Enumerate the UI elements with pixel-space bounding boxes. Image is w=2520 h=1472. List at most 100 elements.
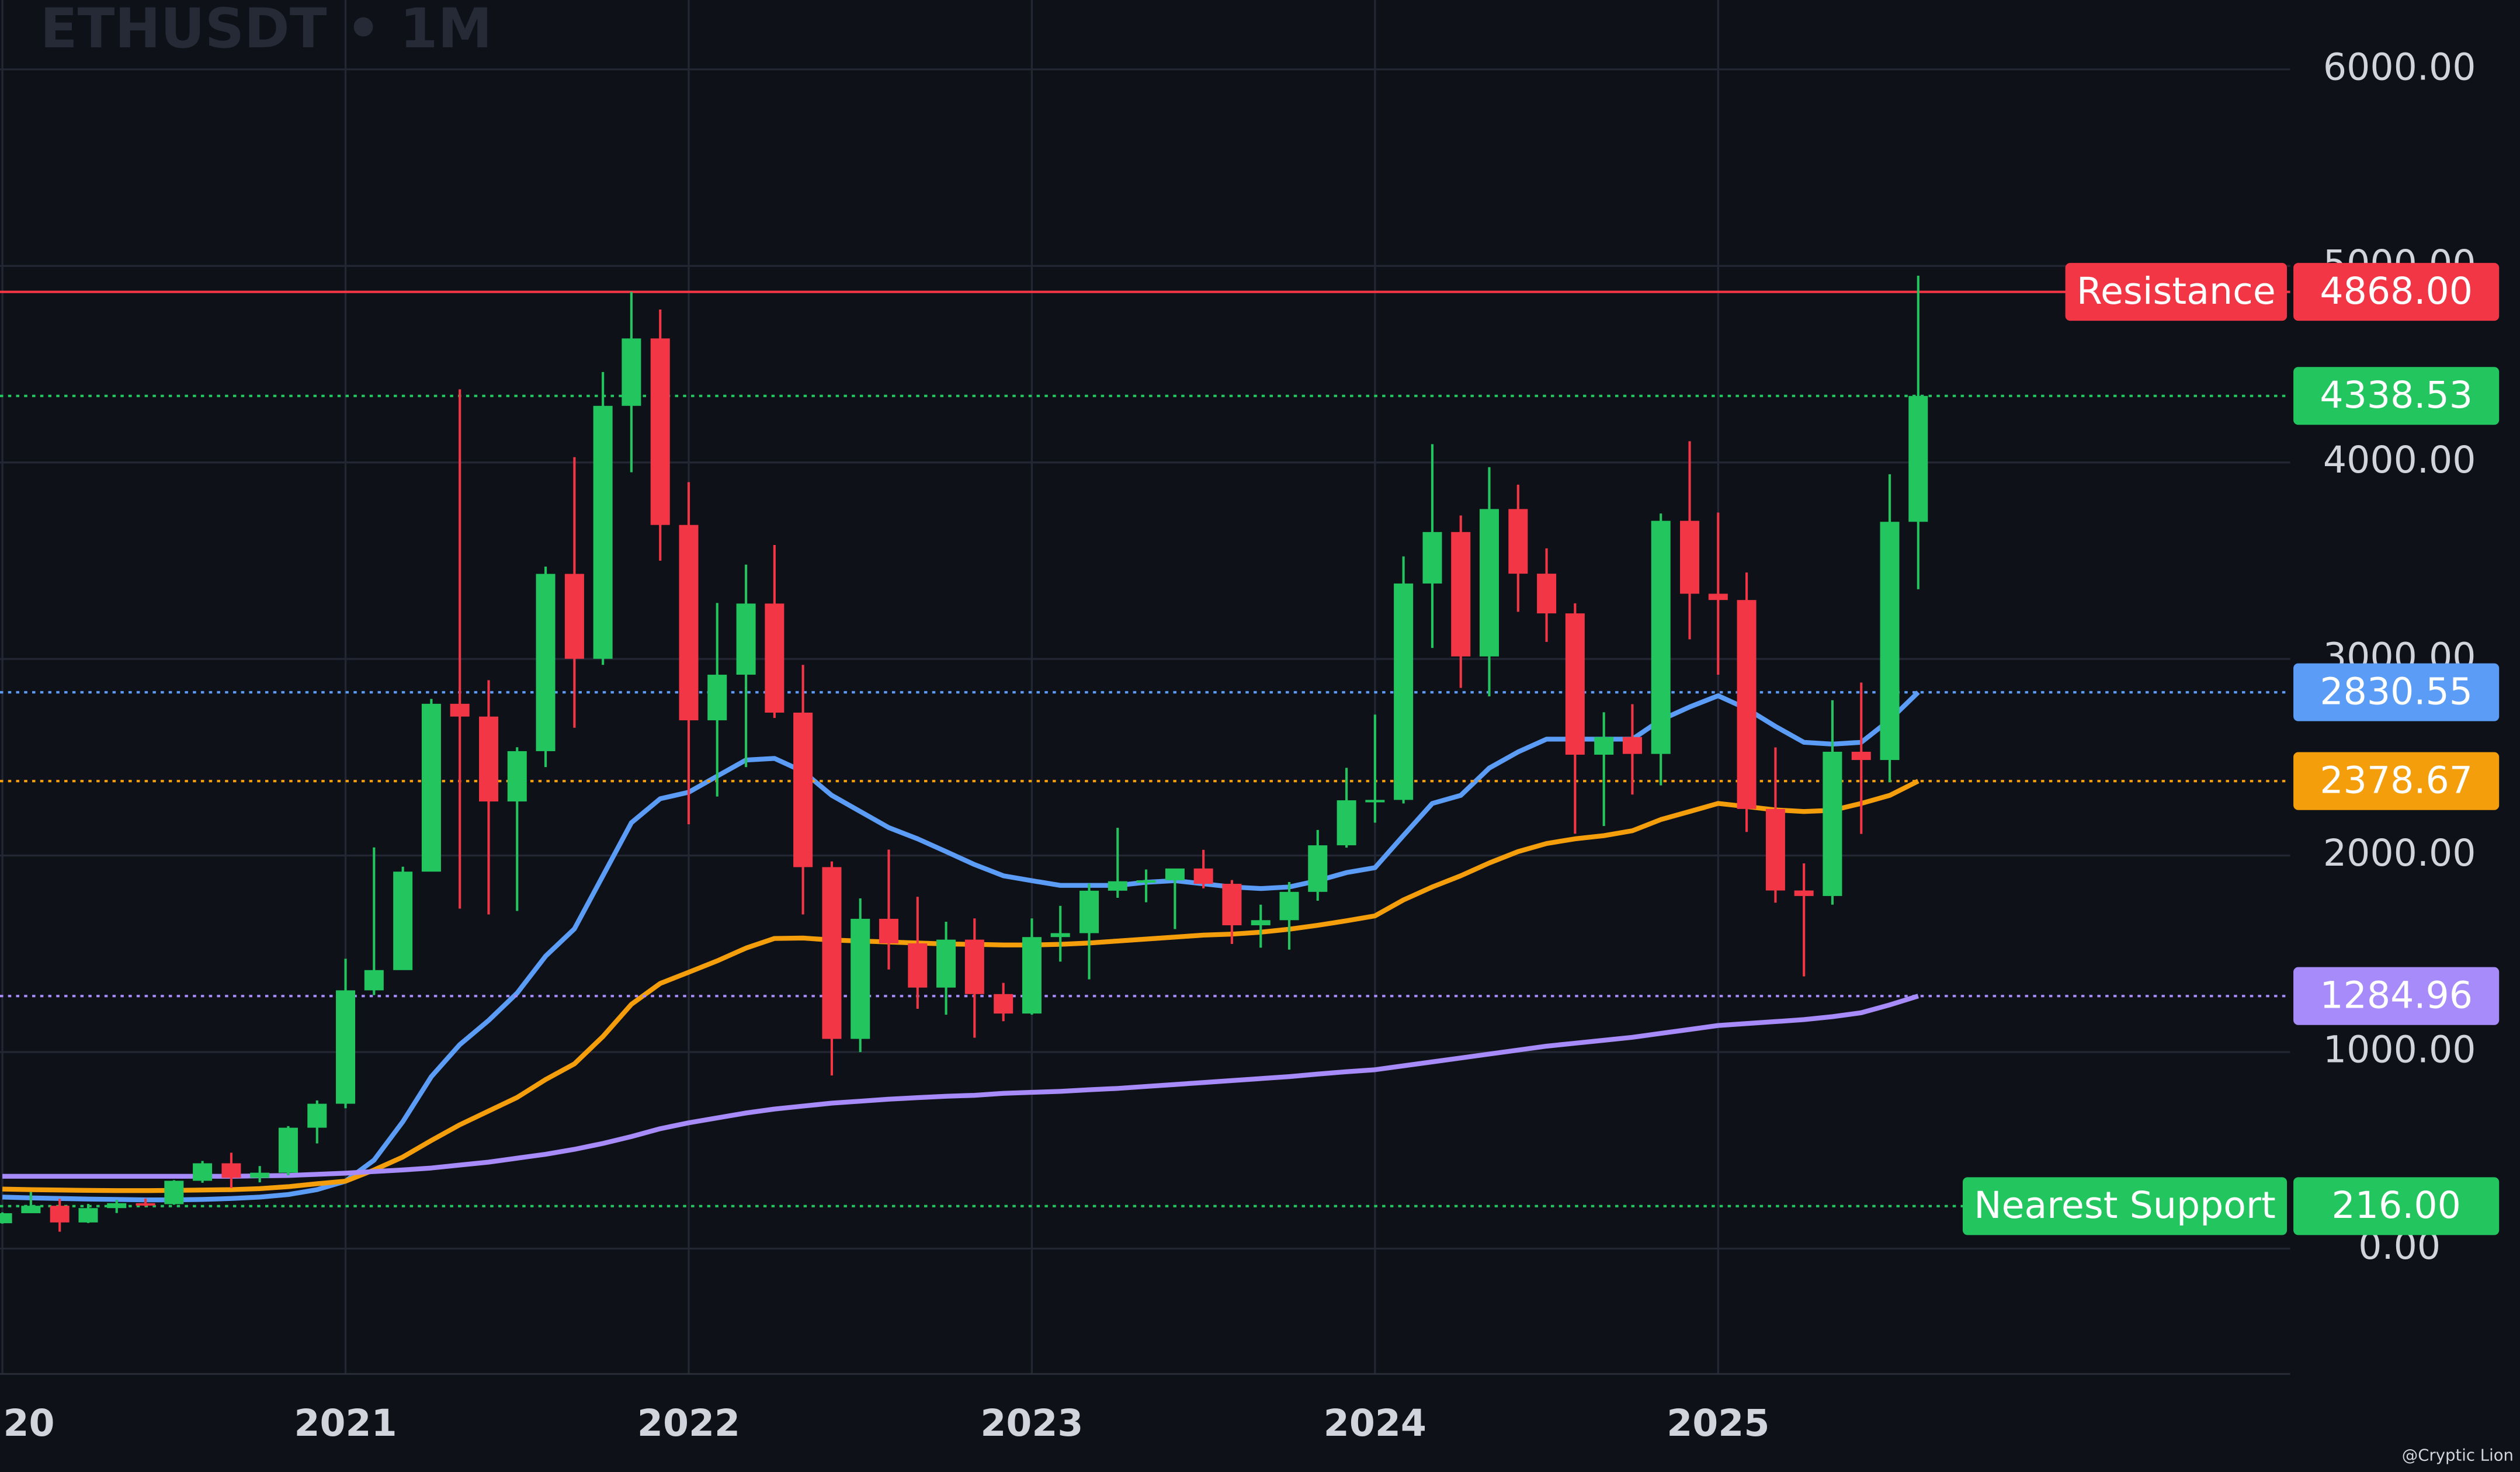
candle-body bbox=[936, 939, 956, 988]
candle-body bbox=[765, 603, 785, 713]
y-tick-label: 4000.00 bbox=[2323, 438, 2476, 481]
y-tick-label: 6000.00 bbox=[2323, 45, 2476, 88]
price-badge bbox=[2293, 367, 2500, 425]
candle-body bbox=[1680, 520, 1700, 594]
candle-body bbox=[1880, 522, 1900, 761]
price-badge-label: 2830.55 bbox=[2320, 669, 2473, 713]
candle-body bbox=[450, 703, 470, 717]
candle-body bbox=[507, 751, 527, 802]
candle-body bbox=[564, 574, 584, 659]
grid bbox=[0, 0, 2290, 1374]
candle-body bbox=[421, 703, 441, 872]
plot bbox=[0, 276, 2290, 1232]
candle-body bbox=[1422, 532, 1442, 584]
level-label: Nearest Support bbox=[1974, 1183, 2276, 1227]
candle-body bbox=[536, 574, 556, 751]
candle-body bbox=[0, 1213, 12, 1224]
candle-body bbox=[879, 918, 898, 944]
price-badge-label: 216.00 bbox=[2331, 1183, 2460, 1227]
candle-body bbox=[1022, 937, 1042, 1014]
candle-body bbox=[1823, 751, 1842, 896]
candle-body bbox=[393, 872, 413, 970]
candle-body bbox=[1651, 520, 1671, 754]
candle-body bbox=[1394, 583, 1414, 800]
candle-body bbox=[851, 918, 870, 1039]
price-badge-label: 2378.67 bbox=[2320, 759, 2473, 802]
candle-body bbox=[650, 338, 670, 525]
y-tick-label: 1000.00 bbox=[2323, 1028, 2476, 1071]
price-badge bbox=[2293, 663, 2500, 721]
candle-body bbox=[1908, 395, 1928, 522]
candle-body bbox=[136, 1203, 155, 1206]
candle-body bbox=[479, 716, 499, 802]
price-badge bbox=[2293, 752, 2500, 810]
badges: 4868.00 Resistance 4338.53 2830.55 2378.67 12… bbox=[1962, 263, 2500, 1235]
candle-body bbox=[278, 1127, 298, 1173]
candle-body bbox=[336, 990, 356, 1104]
candle-body bbox=[1508, 509, 1528, 574]
candle-body bbox=[679, 525, 699, 721]
candle-body bbox=[593, 405, 613, 659]
candle-body bbox=[164, 1181, 184, 1204]
candle-body bbox=[622, 338, 641, 406]
candle-body bbox=[822, 867, 842, 1039]
candle-body bbox=[107, 1203, 127, 1209]
candle-body bbox=[1193, 868, 1213, 884]
candle-body bbox=[1050, 933, 1070, 938]
candle-body bbox=[1108, 881, 1127, 891]
level-label: Resistance bbox=[2077, 269, 2276, 313]
candle-body bbox=[1479, 509, 1499, 657]
x-tick-label: 20 bbox=[4, 1401, 55, 1445]
candle-body bbox=[21, 1206, 41, 1213]
candle-body bbox=[250, 1172, 270, 1178]
candle-body bbox=[793, 712, 813, 867]
x-tick-label: 2023 bbox=[980, 1401, 1083, 1445]
candle-body bbox=[1279, 891, 1299, 921]
watermark: @Cryptic Lion bbox=[2402, 1446, 2514, 1464]
candle-body bbox=[78, 1208, 98, 1223]
candle-body bbox=[50, 1206, 70, 1223]
moving-average-line bbox=[2, 779, 1919, 1193]
x-tick-label: 2022 bbox=[637, 1401, 740, 1445]
candle-body bbox=[908, 943, 928, 988]
chart-title: ETHUSDT • 1M bbox=[40, 0, 492, 61]
candle-body bbox=[964, 939, 984, 994]
price-badge-label: 4338.53 bbox=[2320, 373, 2473, 416]
candle-body bbox=[1136, 880, 1156, 883]
price-badge bbox=[2293, 967, 2500, 1025]
price-badge-label: 4868.00 bbox=[2320, 269, 2473, 313]
candle-body bbox=[1308, 845, 1328, 892]
candle-body bbox=[1365, 800, 1385, 803]
candle-body bbox=[1251, 920, 1271, 926]
candle-body bbox=[1079, 890, 1099, 933]
candle-body bbox=[1794, 890, 1814, 896]
candle-body bbox=[1537, 574, 1557, 614]
candle-body bbox=[364, 970, 384, 991]
level-label-badge bbox=[1962, 1177, 2288, 1235]
candle-body bbox=[193, 1163, 213, 1181]
candle-body bbox=[221, 1163, 241, 1178]
candle-body bbox=[994, 994, 1013, 1014]
candle-body bbox=[1737, 600, 1757, 809]
x-tick-label: 2021 bbox=[294, 1401, 397, 1445]
price-badge bbox=[2293, 263, 2500, 321]
candle-body bbox=[1851, 751, 1871, 761]
x-tick-label: 2024 bbox=[1324, 1401, 1426, 1445]
candle-body bbox=[1765, 808, 1785, 891]
candle-body bbox=[1165, 868, 1185, 880]
candle-body bbox=[1708, 593, 1728, 600]
price-badge bbox=[2293, 1177, 2500, 1235]
candle-body bbox=[307, 1103, 327, 1128]
price-badge-label: 1284.96 bbox=[2320, 974, 2473, 1017]
candle-body bbox=[1622, 737, 1642, 754]
candle-body bbox=[1594, 737, 1614, 755]
x-tick-label: 2025 bbox=[1667, 1401, 1769, 1445]
candle-body bbox=[1222, 884, 1242, 926]
candle-body bbox=[1565, 613, 1585, 755]
candle-body bbox=[1451, 532, 1471, 657]
candle-body bbox=[1337, 800, 1356, 846]
y-tick-label: 2000.00 bbox=[2323, 831, 2476, 874]
